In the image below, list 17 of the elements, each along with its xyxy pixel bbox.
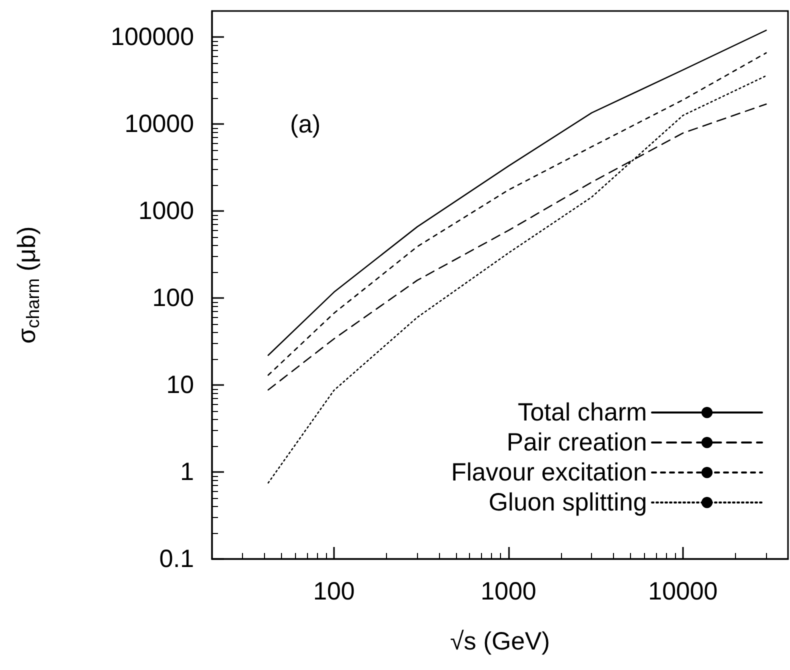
- legend-label: Total charm: [518, 398, 647, 426]
- annotation: (a): [290, 110, 321, 138]
- y-tick-label: 1000: [138, 197, 194, 226]
- y-tick-label: 1: [180, 458, 194, 486]
- y-tick-label: 100: [152, 284, 194, 312]
- y-tick-label: 10000: [124, 110, 194, 138]
- x-tick-label: 100: [313, 578, 355, 606]
- y-tick-label: 10: [166, 371, 194, 400]
- x-axis-title: √s (GeV): [450, 628, 550, 656]
- y-axis-title: σcharm (μb): [13, 226, 43, 344]
- legend-label: Pair creation: [506, 428, 647, 456]
- x-tick-label: 1000: [480, 578, 536, 606]
- y-tick-label: 0.1: [159, 545, 194, 573]
- legend-label: Gluon splitting: [488, 488, 647, 516]
- y-tick-label: 100000: [110, 23, 194, 52]
- x-tick-label: 10000: [648, 578, 718, 606]
- legend-label: Flavour excitation: [451, 458, 647, 486]
